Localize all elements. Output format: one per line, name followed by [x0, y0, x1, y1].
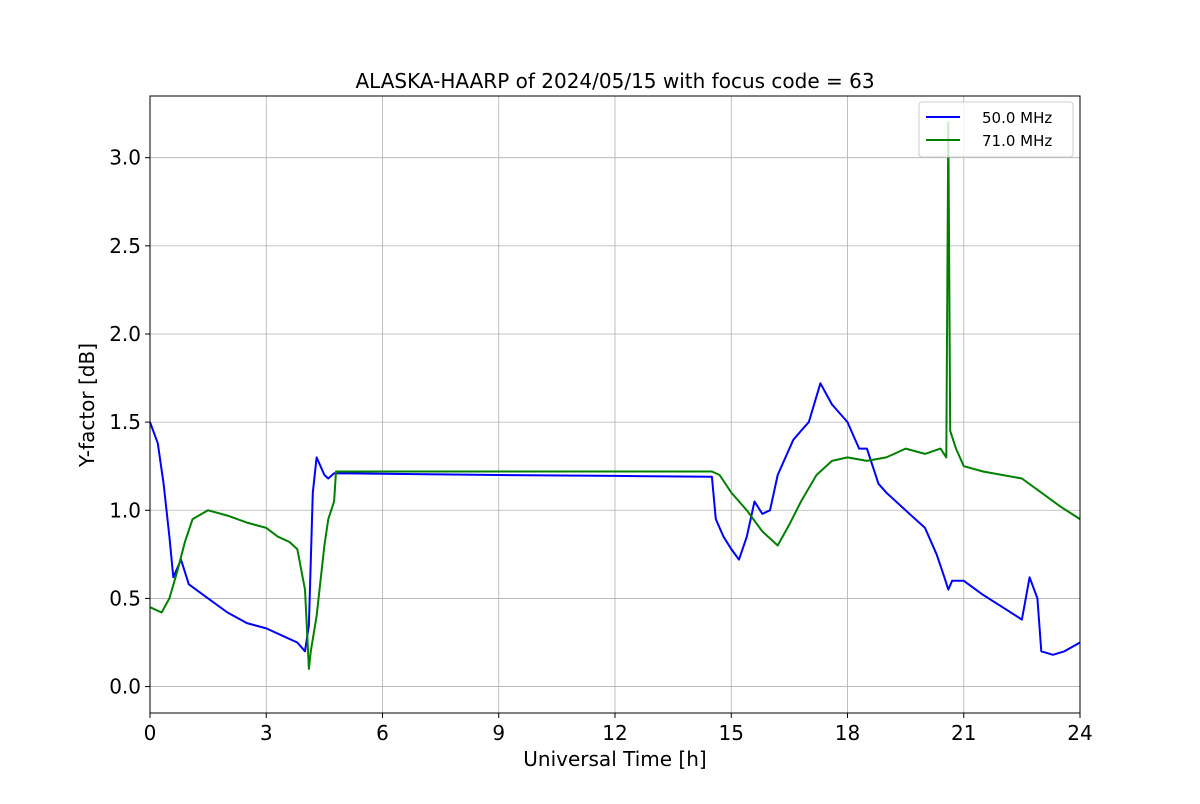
- legend: 50.0 MHz 71.0 MHz: [918, 101, 1074, 158]
- x-tick-label: 15: [719, 721, 744, 745]
- x-axis-label: Universal Time [h]: [523, 747, 706, 771]
- y-tick-label: 1.5: [109, 410, 141, 434]
- y-tick-label: 0.5: [109, 586, 141, 610]
- legend-box: [918, 101, 1074, 158]
- x-tick-label: 3: [260, 721, 273, 745]
- series-line-50-0-mhz: [149, 382, 1081, 656]
- y-axis-label: Y-factor [dB]: [75, 343, 99, 468]
- series-layer: [149, 121, 1081, 670]
- x-tick-label: 9: [492, 721, 505, 745]
- y-tick-label: 1.0: [109, 498, 141, 522]
- ticks: 0 3 6 9 12 15 18 21 24 0.0 0.5 1.0 1.5 2.0 2.5 3.0: [109, 146, 1093, 745]
- legend-label-50mhz: 50.0 MHz: [982, 109, 1052, 127]
- x-tick-label: 21: [951, 721, 976, 745]
- legend-label-71mhz: 71.0 MHz: [982, 132, 1052, 150]
- x-tick-label: 24: [1067, 721, 1092, 745]
- x-tick-label: 18: [835, 721, 860, 745]
- y-tick-label: 2.5: [109, 234, 141, 258]
- x-tick-label: 0: [144, 721, 157, 745]
- y-tick-label: 0.0: [109, 675, 141, 699]
- y-tick-label: 2.0: [109, 322, 141, 346]
- series-line-71-0-mhz: [149, 121, 1081, 670]
- x-tick-label: 12: [602, 721, 627, 745]
- x-tick-label: 6: [376, 721, 389, 745]
- y-tick-label: 3.0: [109, 146, 141, 170]
- chart-title: ALASKA-HAARP of 2024/05/15 with focus co…: [355, 69, 874, 93]
